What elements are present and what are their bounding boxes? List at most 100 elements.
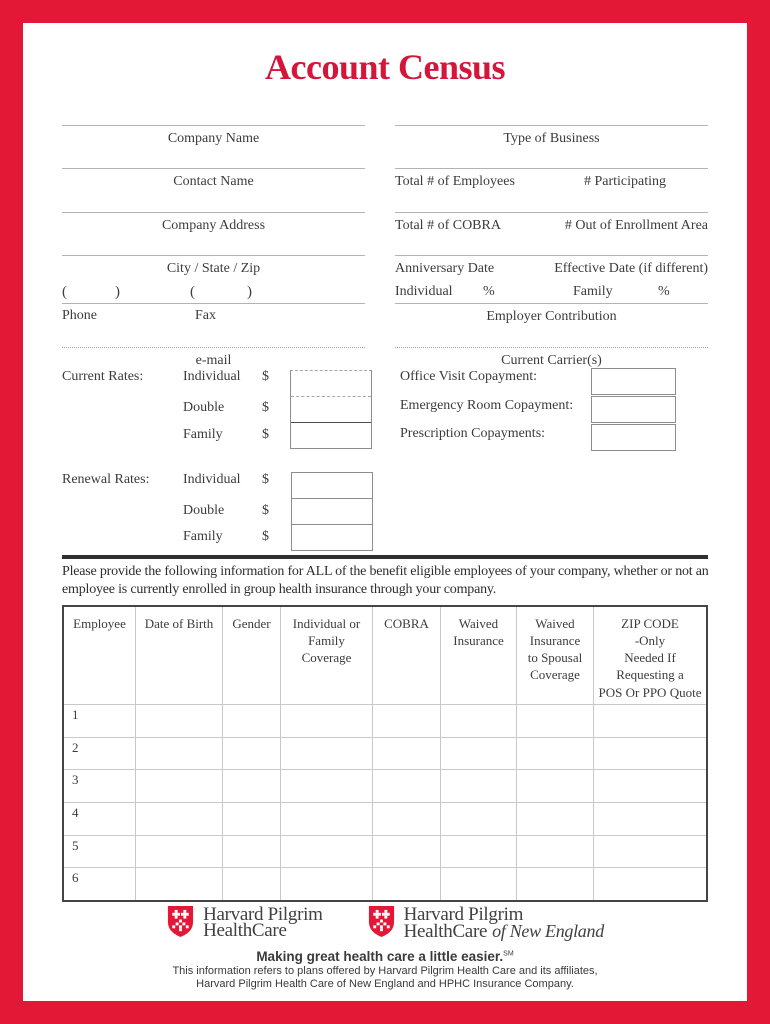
- type-of-business-field[interactable]: Type of Business: [395, 125, 708, 147]
- table-cell[interactable]: [222, 737, 280, 770]
- hphc-new-england-logo: Harvard Pilgrim HealthCare of New England: [367, 904, 605, 942]
- renewal-rate-individual-input[interactable]: [292, 473, 372, 498]
- header-coverage: Individual or Family Coverage: [280, 607, 372, 704]
- table-header-row: Employee Date of Birth Gender Individual…: [64, 607, 706, 704]
- table-cell[interactable]: [593, 705, 706, 737]
- employer-contribution-field[interactable]: Individual % Family % Employer Contribut…: [395, 284, 708, 325]
- table-cell[interactable]: [593, 835, 706, 868]
- table-cell[interactable]: [280, 770, 372, 803]
- table-cell[interactable]: [440, 835, 516, 868]
- employee-number-cell[interactable]: 5: [72, 837, 79, 853]
- table-cell[interactable]: [222, 835, 280, 868]
- table-cell[interactable]: [372, 737, 440, 770]
- header-zip-code: ZIP CODE -Only Needed If Requesting a POS Or…: [593, 607, 706, 704]
- renewal-rate-family-input[interactable]: [292, 524, 372, 550]
- employee-number-cell[interactable]: 3: [72, 772, 79, 788]
- cobra-enrollment-field[interactable]: Total # of COBRA # Out of Enrollment Are…: [395, 212, 708, 234]
- contact-name-field[interactable]: Contact Name: [62, 168, 365, 190]
- table-cell[interactable]: [372, 705, 440, 737]
- phone-label: Phone: [62, 308, 97, 323]
- table-cell[interactable]: [372, 770, 440, 803]
- table-cell[interactable]: [516, 835, 593, 868]
- table-cell[interactable]: [372, 868, 440, 901]
- table-cell[interactable]: [516, 868, 593, 901]
- company-address-field[interactable]: Company Address: [62, 212, 365, 234]
- dollar-sign: $: [262, 529, 269, 544]
- table-cell[interactable]: [516, 803, 593, 835]
- renewal-rates-label: Renewal Rates:: [62, 472, 150, 487]
- hphc-logo-text: Harvard Pilgrim HealthCare: [203, 904, 323, 941]
- current-rate-family-input[interactable]: [291, 422, 371, 448]
- table-cell[interactable]: [516, 737, 593, 770]
- table-cell[interactable]: [440, 868, 516, 901]
- hphc-ne-logo-text: Harvard Pilgrim HealthCare of New England: [403, 904, 605, 942]
- table-cell[interactable]: [222, 868, 280, 901]
- company-address-label: Company Address: [161, 218, 266, 233]
- table-cell[interactable]: [516, 705, 593, 737]
- employees-participating-field[interactable]: Total # of Employees # Participating: [395, 168, 708, 190]
- tagline: Making great health care a little easier…: [256, 949, 514, 964]
- total-cobra-label: Total # of COBRA: [395, 218, 501, 233]
- field-line: [62, 347, 365, 348]
- section-divider: [62, 555, 708, 559]
- city-state-zip-label: City / State / Zip: [166, 261, 261, 276]
- table-cell[interactable]: [280, 803, 372, 835]
- renewal-rate-double-input[interactable]: [292, 498, 372, 524]
- table-cell[interactable]: [135, 868, 222, 901]
- table-cell[interactable]: [516, 770, 593, 803]
- service-mark: SM: [503, 950, 514, 958]
- table-cell[interactable]: [280, 705, 372, 737]
- participating-label: # Participating: [583, 174, 666, 189]
- table-cell[interactable]: [440, 737, 516, 770]
- current-carriers-field[interactable]: Current Carrier(s): [395, 347, 708, 369]
- table-cell[interactable]: [135, 770, 222, 803]
- table-cell[interactable]: [440, 770, 516, 803]
- tier-family-label: Family: [183, 529, 223, 544]
- employee-number-cell[interactable]: 2: [72, 739, 79, 755]
- table-cell[interactable]: [280, 868, 372, 901]
- table-cell[interactable]: [135, 835, 222, 868]
- field-line: [62, 168, 365, 169]
- anniversary-effective-field[interactable]: Anniversary Date Effective Date (if diff…: [395, 255, 708, 277]
- employee-number-cell[interactable]: 1: [72, 707, 79, 722]
- office-visit-copay-input[interactable]: [591, 368, 676, 395]
- table-cell[interactable]: [222, 770, 280, 803]
- table-cell[interactable]: [222, 803, 280, 835]
- employee-number-cell[interactable]: 6: [72, 870, 79, 886]
- close-paren: ): [247, 284, 252, 300]
- company-name-field[interactable]: Company Name: [62, 125, 365, 147]
- table-cell[interactable]: [372, 835, 440, 868]
- dollar-sign: $: [262, 400, 269, 415]
- table-cell[interactable]: [135, 803, 222, 835]
- rx-copay-label: Prescription Copayments:: [400, 426, 546, 441]
- table-cell[interactable]: [593, 770, 706, 803]
- rx-copay-input[interactable]: [591, 424, 676, 451]
- fax-label: Fax: [195, 308, 216, 323]
- footer-logos: Harvard Pilgrim HealthCare Harvard Pilgr…: [0, 904, 770, 942]
- tier-family-label: Family: [183, 427, 223, 442]
- current-rate-double-input[interactable]: [291, 396, 371, 422]
- table-cell[interactable]: [280, 835, 372, 868]
- table-cell[interactable]: [222, 705, 280, 737]
- table-cell[interactable]: [135, 705, 222, 737]
- census-instructions: Please provide the following information…: [62, 564, 709, 597]
- table-cell[interactable]: [440, 803, 516, 835]
- fax-number-field[interactable]: ( ): [190, 284, 252, 301]
- table-cell[interactable]: [280, 737, 372, 770]
- table-cell[interactable]: [593, 868, 706, 901]
- table-cell[interactable]: [593, 803, 706, 835]
- table-cell[interactable]: [440, 705, 516, 737]
- phone-number-field[interactable]: ( ): [62, 284, 120, 301]
- city-state-zip-field[interactable]: City / State / Zip: [62, 255, 365, 277]
- table-cell[interactable]: [135, 737, 222, 770]
- table-cell[interactable]: [593, 737, 706, 770]
- er-copay-input[interactable]: [591, 396, 676, 423]
- current-rate-individual-input[interactable]: [291, 371, 371, 396]
- percent-sign: %: [658, 284, 670, 299]
- open-paren: (: [62, 284, 67, 300]
- employee-number-cell[interactable]: 4: [72, 805, 79, 821]
- percent-sign: %: [483, 284, 495, 299]
- table-cell[interactable]: [372, 803, 440, 835]
- email-field[interactable]: e-mail: [62, 347, 365, 369]
